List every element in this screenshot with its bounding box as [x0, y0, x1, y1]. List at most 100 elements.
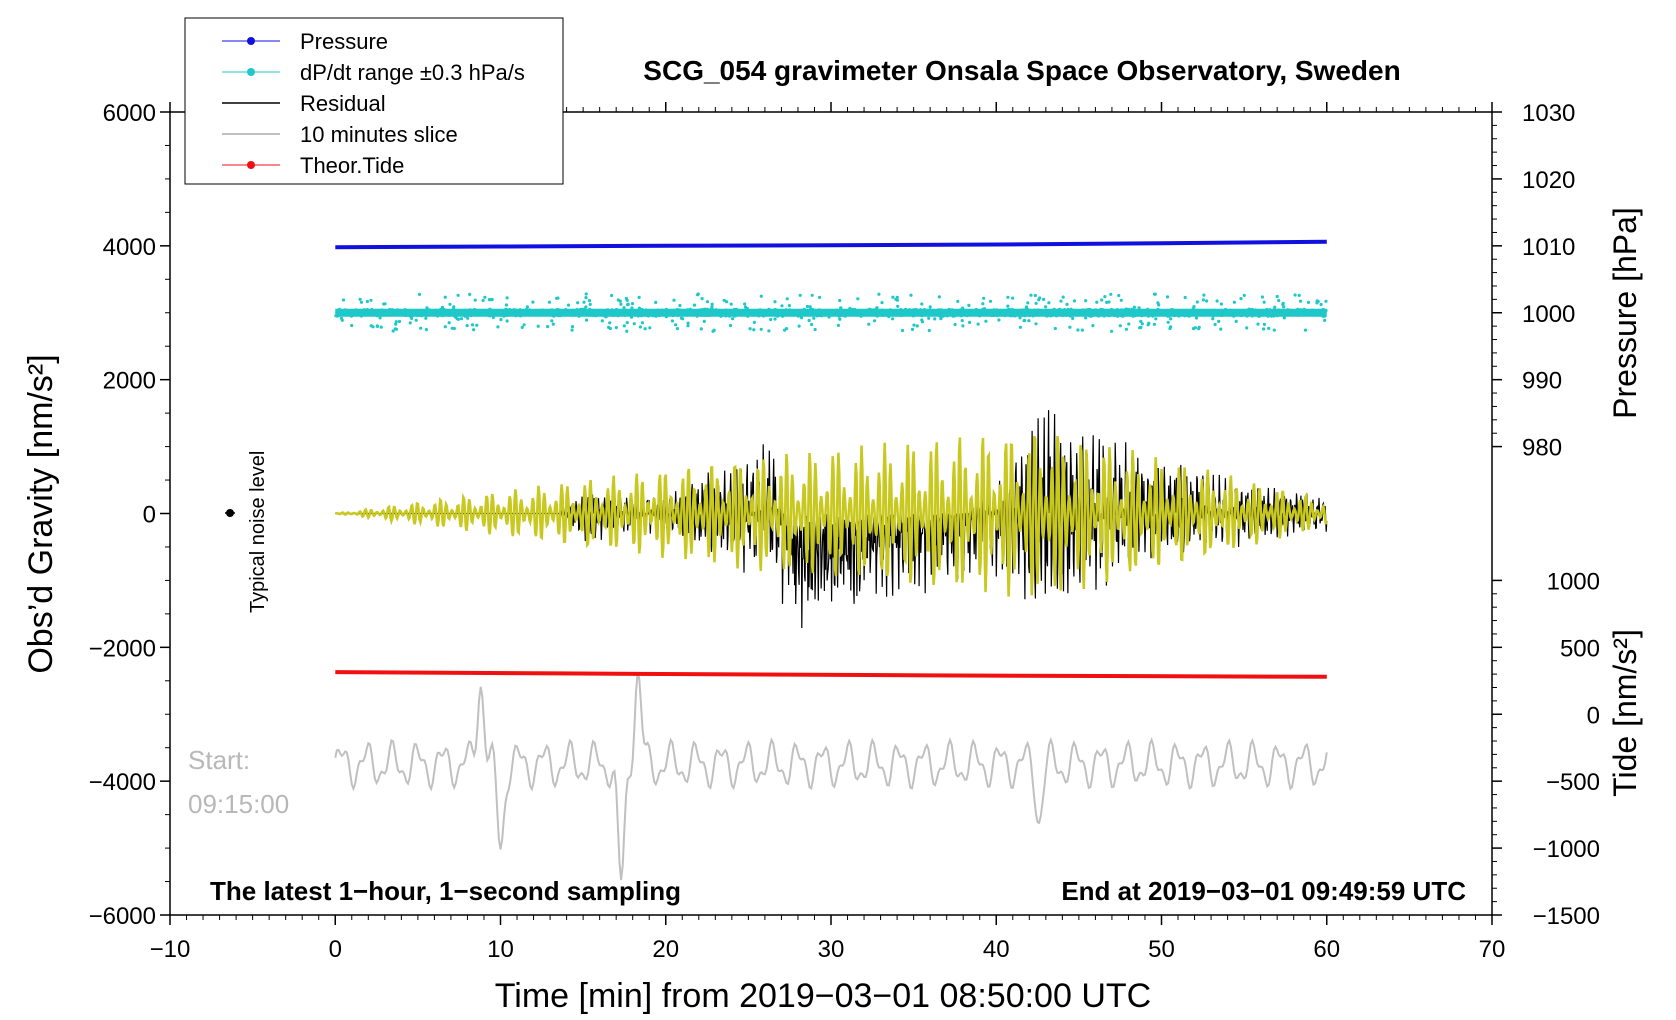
series-10-minutes-slice	[334, 671, 1328, 881]
dpdt-point	[379, 325, 383, 329]
dpdt-point	[1006, 295, 1010, 299]
dpdt-point	[1306, 300, 1311, 304]
dpdt-point	[587, 299, 592, 303]
dpdt-point	[839, 306, 843, 310]
dpdt-point	[997, 318, 1001, 322]
dpdt-point	[1219, 327, 1223, 331]
legend-label-residual: Residual	[300, 91, 386, 116]
dpdt-point	[1127, 322, 1131, 326]
y-axis-label-pressure: Pressure [hPa]	[1607, 207, 1643, 419]
dpdt-point	[459, 317, 464, 321]
y-tick-label: −4000	[89, 769, 156, 796]
chart-title: SCG_054 gravimeter Onsala Space Observat…	[643, 55, 1400, 86]
dpdt-point	[1256, 322, 1260, 326]
dpdt-point	[443, 295, 447, 299]
dpdt-point	[678, 303, 682, 308]
x-tick-label: 50	[1148, 936, 1175, 963]
dpdt-point	[397, 319, 402, 324]
tide-line	[335, 670, 1327, 679]
dpdt-point	[350, 323, 354, 328]
dpdt-point	[424, 328, 428, 332]
dpdt-point	[937, 295, 941, 299]
dpdt-point	[522, 323, 526, 327]
dpdt-point	[891, 317, 895, 321]
y-axis-ticks: −6000 −4000 −2000 0 2000 4000 6000	[89, 100, 170, 930]
dpdt-point	[1272, 328, 1276, 332]
pressure-tick-label: 1020	[1522, 167, 1575, 194]
dpdt-point	[483, 295, 487, 299]
dpdt-point	[759, 327, 763, 331]
dpdt-point	[1195, 300, 1199, 304]
dpdt-point	[654, 300, 658, 304]
dpdt-point	[1213, 322, 1217, 327]
noise-level-dot	[226, 509, 234, 517]
series-theor-tide	[335, 670, 1327, 679]
dpdt-point	[1273, 305, 1277, 309]
dpdt-point	[648, 326, 652, 330]
dpdt-point	[520, 325, 524, 329]
dpdt-point	[456, 293, 460, 297]
dpdt-point	[341, 298, 346, 302]
dpdt-point	[417, 292, 422, 296]
dpdt-point	[525, 305, 530, 309]
dpdt-point	[1205, 299, 1209, 303]
dpdt-point	[1011, 296, 1015, 300]
dpdt-point	[622, 306, 626, 310]
dpdt-point	[785, 297, 789, 301]
pressure-tick-label: 1000	[1522, 301, 1575, 328]
dpdt-point	[743, 302, 747, 306]
dpdt-point	[933, 317, 937, 321]
dpdt-point	[910, 327, 915, 331]
dpdt-point	[877, 292, 881, 296]
y-tick-label: −2000	[89, 635, 156, 662]
dpdt-point	[616, 298, 620, 302]
x-tick-label: 40	[983, 936, 1010, 963]
y-axis-label-gravity: Obs’d Gravity [nm/s²]	[22, 354, 60, 673]
noise-level-marker	[225, 509, 235, 517]
dpdt-point	[710, 302, 714, 306]
dpdt-point	[1165, 295, 1170, 299]
dpdt-point	[394, 327, 399, 331]
dpdt-point	[1068, 325, 1072, 329]
dpdt-point	[1124, 327, 1128, 331]
dpdt-point	[643, 327, 647, 331]
dpdt-point	[927, 328, 931, 333]
dpdt-point	[622, 324, 626, 328]
dpdt-point	[1157, 303, 1161, 307]
x-tick-label: 10	[487, 936, 514, 963]
x-tick-label: 0	[329, 936, 342, 963]
dpdt-point	[1044, 305, 1048, 309]
x-tick-label: 30	[818, 936, 845, 963]
dpdt-point	[546, 325, 550, 329]
dpdt-point	[1215, 299, 1219, 303]
dpdt-point	[481, 298, 485, 303]
dpdt-point	[681, 317, 685, 321]
dpdt-point	[1018, 316, 1022, 320]
dpdt-point	[425, 306, 429, 310]
dpdt-point	[536, 324, 540, 328]
dpdt-point	[452, 305, 456, 309]
dpdt-point	[1037, 298, 1041, 302]
dpdt-point	[378, 316, 382, 320]
dpdt-point	[499, 318, 503, 322]
tide-tick-label: 500	[1560, 635, 1600, 662]
y-tick-label: 4000	[103, 234, 156, 261]
legend-label-slice: 10 minutes slice	[300, 122, 458, 147]
dpdt-point	[1147, 321, 1151, 325]
dpdt-point	[1262, 300, 1266, 304]
dpdt-point	[1183, 295, 1187, 300]
dpdt-point	[807, 318, 811, 323]
dpdt-point	[408, 321, 412, 325]
tide-tick-label: 0	[1587, 702, 1600, 729]
dpdt-point	[836, 323, 841, 327]
dpdt-point	[722, 298, 726, 302]
dpdt-point	[582, 300, 586, 304]
dpdt-point	[1119, 298, 1123, 302]
dpdt-point	[640, 321, 645, 325]
dpdt-point	[551, 322, 555, 326]
dpdt-point	[531, 300, 535, 304]
dpdt-point	[692, 303, 697, 307]
dpdt-point	[1153, 292, 1157, 296]
dpdt-point	[383, 302, 387, 306]
dpdt-point	[725, 300, 729, 304]
